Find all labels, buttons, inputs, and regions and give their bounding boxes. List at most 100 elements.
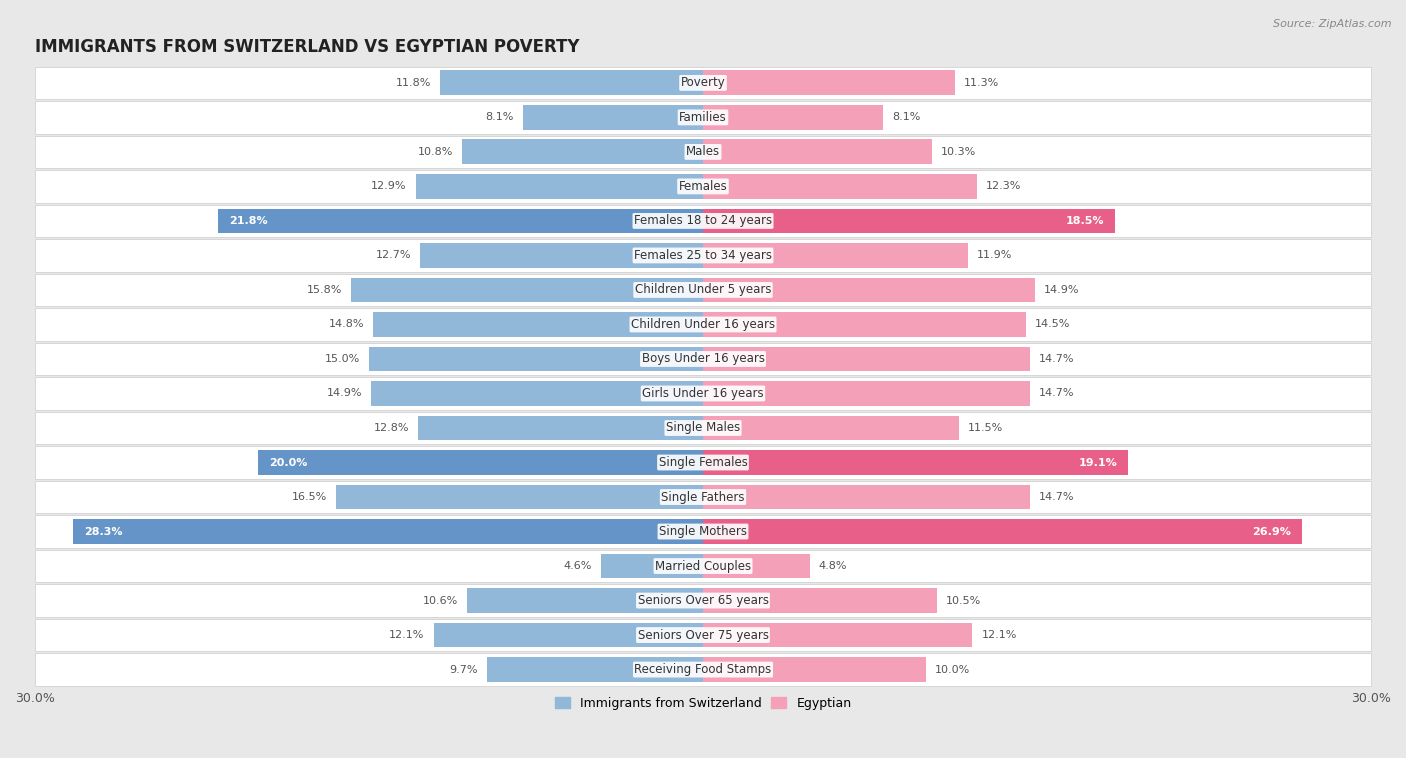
Text: Families: Families <box>679 111 727 124</box>
Bar <box>463 139 703 164</box>
Text: 10.3%: 10.3% <box>941 147 977 157</box>
Text: 14.5%: 14.5% <box>1035 319 1070 330</box>
Bar <box>703 105 883 130</box>
Bar <box>35 101 1371 133</box>
Bar <box>703 588 936 613</box>
Text: 14.7%: 14.7% <box>1039 354 1074 364</box>
Bar <box>35 446 1371 479</box>
Text: 4.6%: 4.6% <box>564 561 592 571</box>
Bar <box>35 481 1371 513</box>
Bar <box>35 653 1371 686</box>
Bar <box>467 588 703 613</box>
Text: 10.6%: 10.6% <box>423 596 458 606</box>
Text: Married Couples: Married Couples <box>655 559 751 572</box>
Bar <box>703 277 1035 302</box>
Bar <box>703 139 932 164</box>
Text: 15.0%: 15.0% <box>325 354 360 364</box>
Bar <box>352 277 703 302</box>
Bar <box>703 553 810 578</box>
Text: 12.8%: 12.8% <box>374 423 409 433</box>
Bar <box>703 381 1031 406</box>
Text: 9.7%: 9.7% <box>450 665 478 675</box>
Bar <box>35 205 1371 237</box>
Bar <box>35 584 1371 617</box>
Bar <box>35 171 1371 202</box>
Bar <box>703 312 1026 337</box>
Legend: Immigrants from Switzerland, Egyptian: Immigrants from Switzerland, Egyptian <box>550 692 856 715</box>
Text: Boys Under 16 years: Boys Under 16 years <box>641 352 765 365</box>
Bar <box>218 208 703 233</box>
Text: 20.0%: 20.0% <box>269 458 307 468</box>
Bar <box>35 67 1371 99</box>
Bar <box>418 415 703 440</box>
Text: 26.9%: 26.9% <box>1251 527 1291 537</box>
Bar <box>703 450 1129 475</box>
Text: 10.8%: 10.8% <box>418 147 454 157</box>
Bar <box>35 412 1371 444</box>
Bar <box>703 174 977 199</box>
Bar <box>703 519 1302 544</box>
Bar <box>35 136 1371 168</box>
Text: Children Under 16 years: Children Under 16 years <box>631 318 775 331</box>
Text: 18.5%: 18.5% <box>1066 216 1104 226</box>
Text: 11.3%: 11.3% <box>963 78 998 88</box>
Bar <box>336 484 703 509</box>
Text: 12.9%: 12.9% <box>371 181 406 192</box>
Bar <box>703 208 1115 233</box>
Text: 14.7%: 14.7% <box>1039 389 1074 399</box>
Text: Single Mothers: Single Mothers <box>659 525 747 538</box>
Bar <box>374 312 703 337</box>
Text: 10.5%: 10.5% <box>946 596 981 606</box>
Bar <box>703 415 959 440</box>
Text: Females 18 to 24 years: Females 18 to 24 years <box>634 215 772 227</box>
Bar <box>35 619 1371 651</box>
Text: 12.7%: 12.7% <box>375 250 412 261</box>
Text: Females 25 to 34 years: Females 25 to 34 years <box>634 249 772 262</box>
Text: 14.9%: 14.9% <box>326 389 363 399</box>
Bar <box>35 309 1371 340</box>
Bar <box>486 657 703 682</box>
Text: 14.8%: 14.8% <box>329 319 364 330</box>
Text: Receiving Food Stamps: Receiving Food Stamps <box>634 663 772 676</box>
Bar <box>35 550 1371 582</box>
Text: 4.8%: 4.8% <box>818 561 848 571</box>
Text: 14.9%: 14.9% <box>1043 285 1080 295</box>
Bar <box>416 174 703 199</box>
Bar <box>703 484 1031 509</box>
Text: 11.8%: 11.8% <box>396 78 432 88</box>
Bar <box>703 243 967 268</box>
Text: 14.7%: 14.7% <box>1039 492 1074 502</box>
Bar <box>420 243 703 268</box>
Text: 12.3%: 12.3% <box>986 181 1021 192</box>
Bar <box>703 622 973 647</box>
Bar <box>35 515 1371 548</box>
Bar <box>368 346 703 371</box>
Bar <box>35 343 1371 375</box>
Text: Single Females: Single Females <box>658 456 748 469</box>
Bar <box>35 377 1371 410</box>
Bar <box>35 240 1371 271</box>
Bar <box>600 553 703 578</box>
Text: 11.5%: 11.5% <box>967 423 1004 433</box>
Text: Females: Females <box>679 180 727 193</box>
Bar <box>371 381 703 406</box>
Text: 10.0%: 10.0% <box>935 665 970 675</box>
Text: Seniors Over 65 years: Seniors Over 65 years <box>637 594 769 607</box>
Text: Seniors Over 75 years: Seniors Over 75 years <box>637 628 769 641</box>
Text: Poverty: Poverty <box>681 77 725 89</box>
Text: Single Fathers: Single Fathers <box>661 490 745 503</box>
Bar <box>523 105 703 130</box>
Text: 15.8%: 15.8% <box>307 285 342 295</box>
Bar <box>433 622 703 647</box>
Bar <box>703 70 955 96</box>
Bar <box>440 70 703 96</box>
Text: 11.9%: 11.9% <box>977 250 1012 261</box>
Bar <box>35 274 1371 306</box>
Text: 8.1%: 8.1% <box>893 112 921 122</box>
Text: 12.1%: 12.1% <box>389 630 425 640</box>
Text: 16.5%: 16.5% <box>291 492 326 502</box>
Text: IMMIGRANTS FROM SWITZERLAND VS EGYPTIAN POVERTY: IMMIGRANTS FROM SWITZERLAND VS EGYPTIAN … <box>35 38 579 56</box>
Bar <box>73 519 703 544</box>
Bar <box>703 346 1031 371</box>
Text: Source: ZipAtlas.com: Source: ZipAtlas.com <box>1274 19 1392 29</box>
